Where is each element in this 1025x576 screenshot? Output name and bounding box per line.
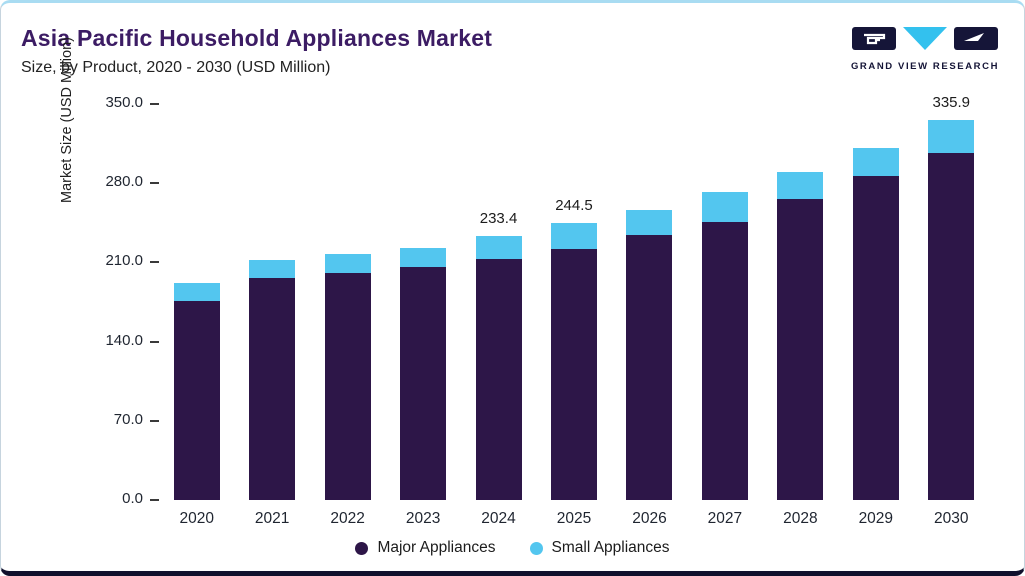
legend-item: Small Appliances [529, 539, 670, 557]
y-axis-title: Market Size (USD Million) [59, 37, 75, 203]
bar-segment-small-appliances [324, 254, 371, 273]
x-tick-label: 2026 [632, 510, 667, 527]
bar-value-label: 244.5 [555, 197, 593, 215]
bar-value-label: 335.9 [932, 93, 971, 111]
x-tick-label: 2029 [858, 510, 894, 527]
y-tick-label: 140.0 [105, 331, 143, 349]
y-tick-label: 210.0 [105, 252, 143, 270]
bar-segment-small-appliances [173, 282, 220, 301]
x-tick-label: 2027 [707, 510, 743, 527]
bar-segment-small-appliances [626, 210, 673, 236]
y-tick-mark [150, 182, 159, 185]
y-tick-mark [150, 261, 159, 264]
bar-segment-major-appliances [928, 152, 975, 500]
x-tick-label: 2020 [179, 510, 214, 527]
bar-segment-major-appliances [777, 199, 824, 500]
bar-value-label: 233.4 [479, 209, 518, 227]
x-tick-label: 2025 [556, 510, 592, 527]
bar-segment-major-appliances [400, 266, 447, 500]
bar-segment-major-appliances [551, 248, 597, 500]
brand-logo: GRAND VIEW RESEARCH [850, 27, 1000, 72]
y-tick-mark [150, 103, 159, 105]
bar-segment-major-appliances [701, 221, 748, 500]
bar-segment-small-appliances [777, 171, 824, 200]
y-tick-mark [150, 340, 159, 343]
x-tick-label: 2024 [481, 510, 516, 527]
y-tick-mark [150, 499, 159, 501]
legend-dot-icon [355, 541, 369, 555]
bar-segment-small-appliances [928, 119, 975, 153]
x-tick-label: 2030 [934, 510, 969, 527]
bar-segment-major-appliances [173, 300, 220, 500]
legend-label: Small Appliances [551, 539, 670, 556]
x-tick-label: 2028 [783, 510, 818, 527]
bar-segment-small-appliances [551, 223, 597, 249]
bar-segment-major-appliances [475, 259, 522, 500]
bar-segment-small-appliances [249, 260, 296, 279]
legend-label: Major Appliances [377, 539, 496, 556]
x-tick-label: 2022 [330, 510, 365, 527]
y-tick-label: 70.0 [113, 410, 143, 428]
page-title: Asia Pacific Household Appliances Market [21, 25, 493, 51]
y-tick-mark [150, 419, 159, 422]
brand-logo-icon [852, 27, 998, 50]
bar-segment-small-appliances [852, 148, 899, 177]
bar-segment-small-appliances [400, 247, 447, 267]
page-subtitle: Size, by Product, 2020 - 2030 (USD Milli… [21, 59, 331, 76]
legend-item: Major Appliances [355, 539, 496, 557]
bar-segment-major-appliances [324, 272, 371, 500]
bar-segment-major-appliances [626, 235, 673, 500]
legend: Major Appliances Small Appliances [1, 539, 1024, 557]
bar-segment-small-appliances [701, 192, 748, 222]
legend-dot-icon [529, 541, 543, 555]
x-tick-label: 2023 [405, 510, 441, 527]
bar-segment-major-appliances [249, 278, 296, 500]
brand-logo-text: GRAND VIEW RESEARCH [850, 61, 1000, 72]
x-tick-label: 2021 [254, 510, 290, 527]
bar-segment-major-appliances [852, 176, 899, 500]
y-tick-label: 0.0 [122, 490, 143, 507]
bar-segment-small-appliances [475, 235, 522, 259]
y-tick-label: 350.0 [105, 94, 143, 111]
y-tick-label: 280.0 [105, 173, 143, 191]
